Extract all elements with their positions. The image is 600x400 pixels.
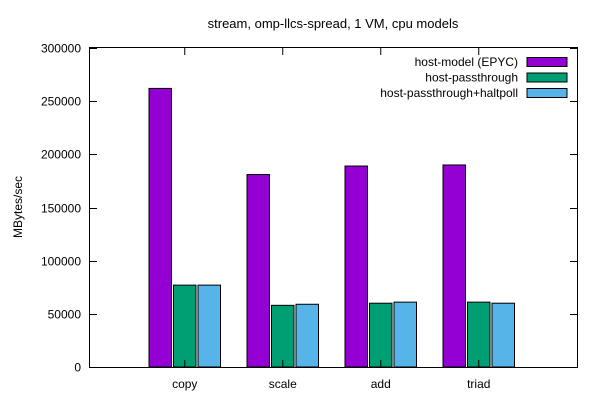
- x-tick-label: triad: [467, 377, 490, 391]
- y-tick-label: 250000: [41, 95, 81, 109]
- bar-add-series-2: [393, 301, 417, 368]
- legend-swatch: [526, 88, 568, 98]
- legend-label: host-passthrough+haltpoll: [380, 86, 518, 100]
- y-tick-label: 150000: [41, 202, 81, 216]
- bar-scale-series-1: [271, 304, 295, 368]
- chart-title: stream, omp-llcs-spread, 1 VM, cpu model…: [208, 16, 459, 31]
- plot-area-frame: [89, 47, 578, 368]
- bar-scale-series-0: [246, 174, 270, 368]
- bar-triad-series-2: [491, 302, 515, 368]
- y-tick-label: 0: [74, 361, 81, 375]
- bar-copy-series-1: [173, 284, 197, 368]
- y-tick-label: 100000: [41, 255, 81, 269]
- x-tick-label: scale: [269, 377, 297, 391]
- y-tick-label: 200000: [41, 148, 81, 162]
- x-axis: copy scale add triad: [172, 48, 490, 391]
- bar-add-series-1: [369, 302, 393, 368]
- legend-label: host-model (EPYC): [415, 55, 518, 69]
- y-axis: 0 50000 100000 150000 200000 250000 300000: [41, 42, 577, 375]
- bar-triad-series-0: [442, 164, 466, 368]
- x-tick-label: add: [371, 377, 391, 391]
- legend-label: host-passthrough: [425, 71, 518, 85]
- y-tick-label: 300000: [41, 42, 81, 56]
- bar-triad-series-1: [467, 301, 491, 368]
- bar-copy-series-0: [148, 87, 172, 368]
- bars: [148, 87, 515, 368]
- bar-copy-series-2: [197, 284, 221, 368]
- y-axis-label: MBytes/sec: [11, 176, 25, 238]
- legend: host-model (EPYC) host-passthroughhost-pa…: [380, 55, 568, 100]
- bar-add-series-0: [344, 165, 368, 368]
- y-tick-label: 50000: [48, 308, 82, 322]
- bar-scale-series-2: [295, 303, 319, 368]
- x-tick-label: copy: [172, 377, 197, 391]
- legend-swatch: [526, 57, 568, 67]
- legend-swatch: [526, 72, 568, 83]
